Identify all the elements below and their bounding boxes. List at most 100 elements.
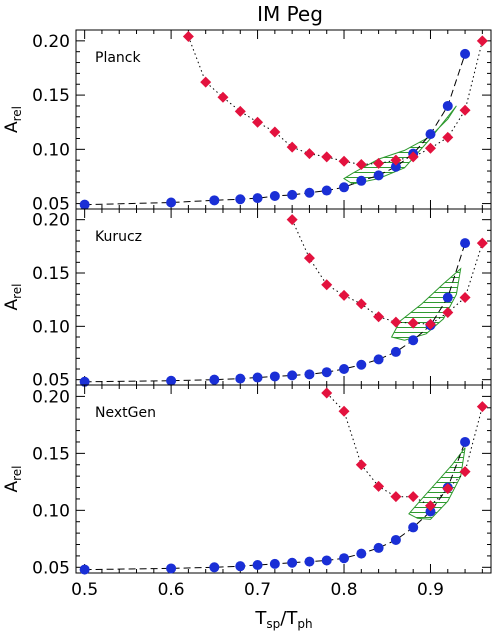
data-point-circle (304, 187, 315, 198)
data-point-diamond (442, 306, 454, 318)
y-axis-label-main: A (2, 481, 22, 493)
data-point-circle (339, 553, 350, 564)
data-point-circle (356, 548, 367, 559)
data-point-circle (304, 369, 315, 380)
y-axis-label-sub: rel (10, 465, 24, 480)
data-point-diamond (252, 116, 264, 128)
y-tick-label: 0.05 (32, 371, 70, 391)
data-point-circle (287, 557, 298, 568)
data-point-diamond (217, 91, 229, 103)
y-tick-label: 0.20 (32, 387, 70, 407)
series-line-blue (84, 441, 466, 571)
data-point-diamond (321, 279, 333, 291)
panel-label: Planck (95, 50, 141, 66)
y-tick-label: 0.10 (32, 317, 70, 337)
y-axis-label-sub: rel (10, 106, 24, 121)
data-point-diamond (338, 155, 350, 167)
data-point-circle (287, 189, 298, 200)
data-point-circle (390, 534, 401, 545)
x-tick-label: 0.9 (417, 580, 444, 600)
data-point-diamond (442, 483, 454, 495)
series-line-red (291, 219, 483, 325)
data-point-circle (321, 185, 332, 196)
y-tick-label: 0.15 (32, 444, 70, 464)
data-point-diamond (459, 104, 471, 116)
data-point-circle (442, 292, 453, 303)
data-point-circle (252, 193, 263, 204)
chart-title: IM Peg (257, 2, 323, 26)
data-point-diamond (355, 298, 367, 310)
series-line-red (326, 392, 483, 507)
data-point-diamond (321, 387, 333, 399)
data-point-circle (166, 197, 177, 208)
data-point-circle (166, 563, 177, 574)
data-point-diamond (355, 159, 367, 171)
y-tick-label: 0.05 (32, 558, 70, 578)
data-point-circle (321, 555, 332, 566)
x-axis-label: Tsp/Tph (254, 608, 312, 631)
data-point-circle (79, 199, 90, 210)
data-point-diamond (459, 466, 471, 478)
y-tick-label: 0.10 (32, 140, 70, 160)
data-point-circle (252, 372, 263, 383)
data-point-circle (235, 373, 246, 384)
data-point-diamond (373, 157, 385, 169)
data-point-circle (339, 182, 350, 193)
data-point-diamond (355, 459, 367, 471)
data-point-diamond (373, 311, 385, 323)
data-point-diamond (459, 292, 471, 304)
y-axis-label: Arel (2, 106, 24, 133)
series-line-blue (84, 242, 466, 383)
data-point-circle (460, 238, 471, 249)
data-point-circle (235, 194, 246, 205)
data-point-circle (209, 374, 220, 385)
panel-frame (75, 384, 492, 574)
data-point-circle (390, 346, 401, 357)
data-point-diamond (286, 214, 298, 226)
x-axis-label-slash: /T (280, 608, 298, 629)
y-tick-label: 0.15 (32, 86, 70, 106)
hatched-region (408, 447, 466, 520)
data-point-diamond (390, 154, 402, 166)
data-point-diamond (390, 316, 402, 328)
panel-label: NextGen (95, 405, 156, 421)
data-point-diamond (407, 491, 419, 503)
data-point-circle (269, 190, 280, 201)
data-point-circle (356, 359, 367, 370)
data-point-diamond (424, 318, 436, 330)
data-point-diamond (234, 105, 246, 117)
panel-planck: 0.05 0.10 0.15 0.20 Arel Planck (2, 29, 492, 215)
x-tick-label: 0.5 (71, 580, 98, 600)
data-point-circle (408, 522, 419, 533)
data-point-diamond (286, 141, 298, 153)
data-point-circle (356, 175, 367, 186)
x-tick-label: 0.8 (330, 580, 357, 600)
x-tick-label: 0.7 (244, 580, 271, 600)
data-point-circle (209, 195, 220, 206)
data-point-diamond (424, 142, 436, 154)
data-point-diamond (476, 237, 488, 249)
data-point-circle (287, 370, 298, 381)
data-point-diamond (338, 405, 350, 417)
data-point-circle (442, 100, 453, 111)
data-point-circle (235, 561, 246, 572)
data-point-diamond (200, 76, 212, 88)
data-point-diamond (424, 500, 436, 512)
x-axis-label-sub1: sp (266, 617, 280, 631)
hatched-region (343, 105, 457, 185)
data-point-circle (425, 129, 436, 140)
data-point-diamond (373, 480, 385, 492)
data-point-circle (166, 375, 177, 386)
x-tick-label: 0.6 (158, 580, 185, 600)
y-tick-label: 0.10 (32, 501, 70, 521)
data-point-diamond (407, 151, 419, 163)
data-point-diamond (442, 131, 454, 143)
x-axis-label-sub2: ph (297, 617, 312, 631)
panel-kurucz: 0.05 0.10 0.15 0.20 Arel Kurucz (2, 208, 492, 391)
data-point-circle (425, 506, 436, 517)
y-axis-label: Arel (2, 465, 24, 492)
data-point-diamond (476, 401, 488, 413)
data-point-diamond (390, 491, 402, 503)
data-point-circle (408, 335, 419, 346)
data-point-circle (373, 170, 384, 181)
